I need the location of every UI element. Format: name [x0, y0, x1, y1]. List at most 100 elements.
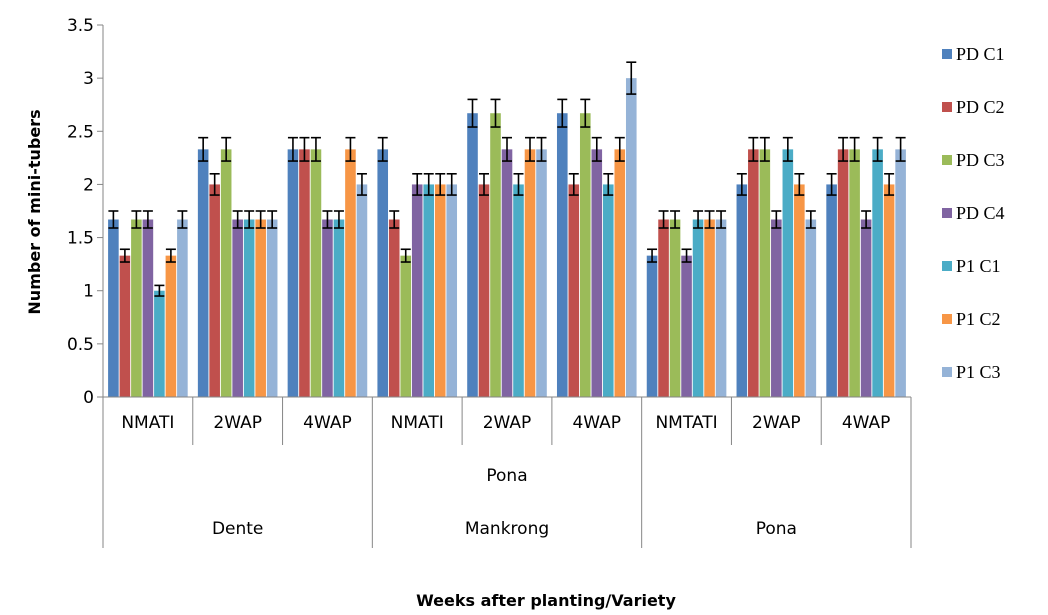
x-category-label: 2WAP	[752, 413, 801, 433]
legend-label: P1 C1	[956, 256, 1001, 276]
bar	[883, 184, 895, 397]
legend-label: P1 C2	[956, 309, 1001, 329]
bar	[243, 219, 255, 397]
bar	[669, 219, 681, 397]
x-axis-title: Weeks after planting/Variety	[416, 591, 676, 610]
bar	[692, 219, 704, 397]
bar	[467, 113, 478, 398]
bar	[602, 184, 614, 397]
y-tick-label: 2	[83, 175, 94, 195]
bar	[895, 149, 906, 397]
bar	[579, 113, 591, 398]
bar	[513, 184, 524, 397]
bar	[782, 149, 794, 397]
bar	[849, 149, 860, 397]
x-category-label: 4WAP	[572, 413, 621, 433]
bar	[826, 184, 837, 397]
y-tick-label: 3	[83, 69, 94, 89]
bars	[108, 61, 906, 398]
bar	[266, 219, 278, 397]
x-category-label: NMATI	[391, 413, 444, 433]
legend-swatch	[942, 155, 952, 165]
bar	[255, 219, 266, 397]
bar	[704, 219, 715, 397]
bar	[177, 219, 188, 397]
y-tick-label: 1	[83, 282, 94, 302]
bar	[805, 219, 817, 397]
x-group-label: Pona	[486, 466, 527, 486]
bar	[388, 219, 400, 397]
legend-label: PD C3	[956, 150, 1005, 170]
bar	[837, 149, 849, 397]
x-group-label: Mankrong	[465, 519, 549, 539]
bar	[478, 184, 490, 397]
x-axis: NMATI 2WAP 4WAP NMATI 2WAP 4WAP NMTATI 2WAP 4WAP…	[102, 396, 912, 548]
bar	[131, 219, 142, 397]
bar	[119, 255, 131, 397]
bar	[771, 219, 782, 397]
x-group-label: Dente	[212, 519, 263, 539]
bar	[646, 255, 658, 397]
x-category-label: 2WAP	[483, 413, 532, 433]
y-tick-label: 3.5	[67, 16, 94, 36]
bar	[625, 78, 637, 398]
y-axis-title: Number of mini-tubers	[25, 109, 44, 314]
bar	[356, 184, 368, 397]
bar	[681, 255, 692, 397]
legend-label: PD C4	[956, 203, 1005, 223]
y-tick-label: 1.5	[67, 229, 94, 249]
legend-label: PD C1	[956, 44, 1005, 64]
bar	[872, 149, 883, 397]
bar	[658, 219, 669, 397]
y-tick-label: 0	[83, 388, 94, 408]
bar	[490, 113, 501, 398]
bar	[591, 149, 603, 397]
bar	[614, 149, 626, 397]
y-tick-label: 0.5	[67, 335, 94, 355]
bar	[287, 149, 299, 397]
legend: PD C1 PD C2 PD C3 PD C4 P1 C1 P1 C2 P1 C3	[942, 44, 1005, 382]
bar	[322, 219, 333, 397]
bar	[748, 149, 759, 397]
bar	[715, 219, 727, 397]
bar	[310, 149, 322, 397]
bar	[209, 184, 220, 397]
bar	[524, 149, 536, 397]
x-category-label: NMATI	[121, 413, 174, 433]
bar	[333, 219, 345, 397]
bar	[446, 184, 458, 397]
bar	[794, 184, 805, 397]
bar	[197, 149, 209, 397]
bar	[568, 184, 580, 397]
x-group-label: Pona	[756, 519, 797, 539]
legend-swatch	[942, 208, 952, 218]
bar	[860, 219, 872, 397]
bar	[220, 149, 232, 397]
legend-swatch	[942, 102, 952, 112]
bar	[299, 149, 310, 397]
bar	[142, 219, 154, 397]
bar	[759, 149, 771, 397]
legend-label: PD C2	[956, 97, 1005, 117]
bar	[108, 219, 119, 397]
legend-swatch	[942, 367, 952, 377]
bar	[400, 255, 412, 397]
bar	[423, 184, 435, 397]
legend-swatch	[942, 49, 952, 59]
legend-swatch	[942, 261, 952, 271]
bar	[154, 290, 165, 397]
x-category-label: 4WAP	[303, 413, 352, 433]
legend-label: P1 C3	[956, 362, 1001, 382]
y-tick-label: 2.5	[67, 122, 94, 142]
bar	[434, 184, 446, 397]
x-category-label: NMTATI	[655, 413, 717, 433]
bar	[736, 184, 748, 397]
bar	[411, 184, 423, 397]
x-category-label: 4WAP	[842, 413, 891, 433]
bar	[165, 255, 177, 397]
bar	[536, 149, 547, 397]
bar	[377, 149, 389, 397]
bar	[345, 149, 356, 397]
bar	[501, 149, 513, 397]
